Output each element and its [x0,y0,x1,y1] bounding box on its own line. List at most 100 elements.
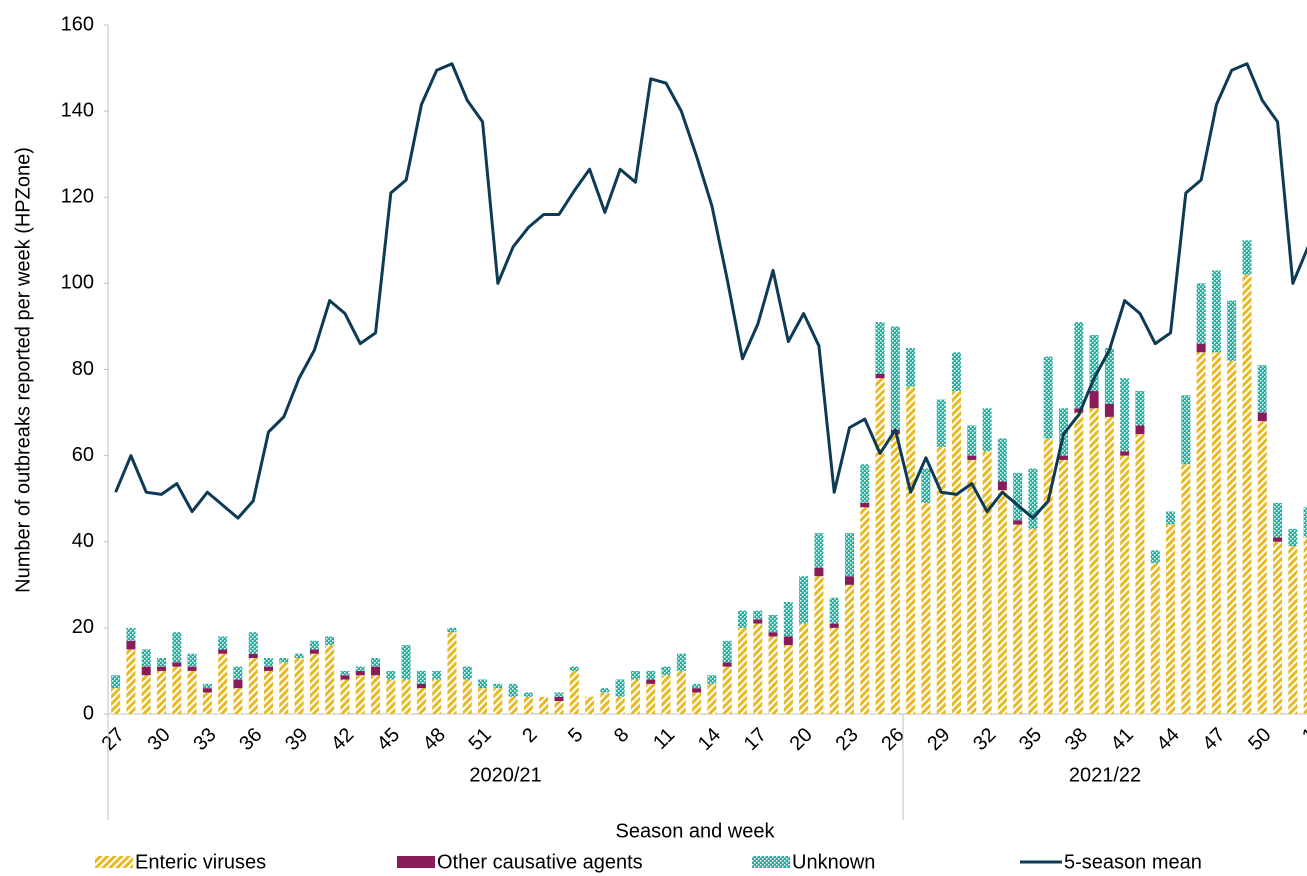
bar-segment [187,666,197,671]
bar-segment [844,584,854,714]
x-tick-label: 50 [1244,724,1275,755]
y-tick-label: 100 [61,272,94,294]
bar-segment [554,696,564,702]
x-tick-label: 26 [877,724,908,755]
bar-segment [921,468,931,503]
bar-segment [661,666,671,676]
bar-segment [860,507,870,714]
bar-segment [1089,408,1099,714]
season-label: 2021/22 [1069,764,1141,786]
bar-segment [1104,403,1114,417]
bar-segment [1135,434,1145,714]
bar-segment [1227,300,1237,361]
bar-segment [218,649,228,654]
bar-segment [432,679,442,714]
x-tick-label: 41 [1107,724,1138,755]
bar-segment [141,675,151,714]
bar-segment [906,347,916,387]
bar-segment [753,623,763,714]
bar-segment [844,533,854,577]
bar-segment [814,576,824,714]
bar-segment [141,649,151,667]
bar-segment [1303,537,1307,714]
bar-segment [1074,412,1084,714]
bar-segment [355,666,365,671]
bar-segment [1059,455,1069,460]
bar-segment [447,627,457,633]
bar-segment [783,602,793,637]
bar-segment [554,692,564,697]
bar-segment [1150,563,1160,714]
bar-segment [1120,378,1130,452]
bar-segment [478,688,488,714]
y-tick-label: 0 [83,702,94,724]
x-tick-label: 35 [1015,724,1046,755]
bar-segment [997,490,1007,714]
bar-segment [600,692,610,714]
bar-segment [646,679,656,684]
bar-segment [1135,425,1145,435]
x-tick-label: 14 [694,724,725,755]
bar-segment [493,688,503,714]
bar-segment [1043,438,1053,714]
x-tick-label: 29 [923,724,954,755]
legend-swatch [397,856,435,868]
bar-segment [1211,352,1221,714]
bar-segment [462,666,472,680]
bar-segment [737,610,747,628]
bar-segment [1104,416,1114,714]
bar-segment [707,675,717,684]
x-axis-title: Season and week [615,820,775,842]
bar-segment [952,352,962,392]
bar-segment [233,679,243,689]
bar-segment [371,675,381,714]
bar-segment [1120,451,1130,456]
bar-segment [692,692,702,714]
bar-segment [844,576,854,585]
bar-segment [157,666,167,671]
bar-segment [676,670,686,714]
x-tick-label: 33 [189,724,220,755]
bar-segment [279,662,289,714]
bar-segment [248,632,258,654]
x-tick-label: 32 [969,724,1000,755]
bar-segment [1257,421,1267,714]
bar-segment [1196,343,1206,353]
x-tick-label: 30 [143,724,174,755]
bar-segment [1013,524,1023,714]
bar-segment [172,662,182,667]
bar-segment [325,636,335,646]
y-tick-label: 20 [72,616,94,638]
x-tick-label: 38 [1061,724,1092,755]
bar-segment [1028,528,1038,714]
bar-segment [172,666,182,714]
bar-segment [1120,455,1130,714]
bar-segment [1196,283,1206,344]
x-tick-label: 36 [235,724,266,755]
y-tick-label: 80 [72,358,94,380]
bar-segment [340,675,350,680]
bar-segment [1028,468,1038,529]
bar-segment [967,459,977,714]
bar-segment [172,632,182,663]
bar-segment [1181,395,1191,465]
bar-segment [309,653,319,714]
bar-segment [585,696,595,714]
bar-segment [890,326,900,430]
bar-segment [1074,322,1084,409]
bar-segment [294,653,304,659]
bar-segment [264,666,274,671]
x-tick-label: 5 [564,724,587,747]
bar-segment [860,502,870,508]
bar-segment [126,640,136,650]
bar-segment [416,683,426,689]
bar-segment [1089,391,1099,409]
x-tick-label: 39 [281,724,312,755]
bar-segment [478,679,488,689]
bar-segment [1211,270,1221,353]
bar-segment [432,670,442,680]
x-tick-label: 48 [419,724,450,755]
x-tick-label: 44 [1153,724,1184,755]
bar-segment [1166,524,1176,714]
